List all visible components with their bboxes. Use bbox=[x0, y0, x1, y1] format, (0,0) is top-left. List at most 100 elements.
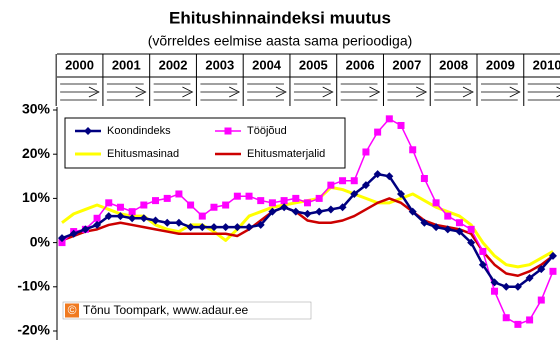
point bbox=[69, 229, 78, 238]
point bbox=[467, 238, 476, 247]
point bbox=[397, 121, 405, 129]
point bbox=[104, 212, 113, 221]
year-arrow-head bbox=[416, 86, 428, 98]
point bbox=[432, 223, 441, 232]
point bbox=[326, 205, 335, 214]
year-arrow-head bbox=[88, 86, 100, 98]
point bbox=[491, 287, 499, 295]
point bbox=[303, 199, 311, 207]
year-arrow-head bbox=[182, 86, 194, 98]
year-arrow-head bbox=[135, 86, 147, 98]
point bbox=[513, 282, 522, 291]
point bbox=[548, 251, 557, 260]
point bbox=[116, 212, 125, 221]
copyright-text: Tõnu Toompark, www.adaur.ee bbox=[83, 303, 249, 317]
point bbox=[93, 214, 101, 222]
point bbox=[233, 223, 242, 232]
point bbox=[420, 218, 429, 227]
year-arrow-head bbox=[322, 86, 334, 98]
point bbox=[362, 148, 370, 156]
point bbox=[140, 201, 148, 209]
series-line bbox=[61, 185, 554, 269]
point bbox=[444, 212, 452, 220]
year-label: 2010 bbox=[533, 57, 560, 72]
point bbox=[502, 282, 511, 291]
point bbox=[549, 267, 557, 275]
year-arrow-head bbox=[509, 86, 521, 98]
point bbox=[303, 209, 312, 218]
point bbox=[537, 265, 546, 274]
point bbox=[292, 194, 300, 202]
point bbox=[432, 199, 440, 207]
year-label: 2002 bbox=[159, 57, 188, 72]
year-arrow-head bbox=[462, 86, 474, 98]
point bbox=[198, 223, 207, 232]
y-tick-label: -10% bbox=[17, 278, 50, 294]
copyright-box bbox=[62, 301, 312, 320]
y-tick-label: 30% bbox=[22, 101, 51, 117]
point bbox=[350, 189, 359, 198]
point bbox=[198, 212, 206, 220]
point bbox=[174, 218, 183, 227]
point bbox=[361, 181, 370, 190]
point bbox=[280, 197, 288, 205]
point bbox=[222, 201, 230, 209]
legend-label: Ehitusmasinad bbox=[107, 148, 179, 160]
point bbox=[268, 207, 277, 216]
year-label: 2003 bbox=[205, 57, 234, 72]
point bbox=[409, 146, 417, 154]
point bbox=[93, 220, 102, 229]
copyright-icon bbox=[65, 303, 79, 318]
year-label: 2005 bbox=[299, 57, 328, 72]
point bbox=[443, 225, 452, 234]
point bbox=[467, 225, 475, 233]
chart-subtitle: (võrreldes eelmise aasta sama perioodiga… bbox=[148, 33, 413, 49]
legend-label: Tööjõud bbox=[247, 125, 287, 137]
point bbox=[490, 278, 499, 287]
point bbox=[385, 115, 393, 123]
point bbox=[187, 201, 195, 209]
point bbox=[58, 239, 66, 247]
y-tick-label: 20% bbox=[22, 145, 51, 161]
point bbox=[139, 214, 148, 223]
point bbox=[151, 216, 160, 225]
point bbox=[224, 127, 232, 135]
point bbox=[245, 223, 254, 232]
legend-label: Ehitusmaterjalid bbox=[247, 148, 325, 160]
point bbox=[374, 128, 382, 136]
point bbox=[537, 296, 545, 304]
y-tick-label: 10% bbox=[22, 189, 51, 205]
year-label: 2001 bbox=[112, 57, 141, 72]
point bbox=[210, 203, 218, 211]
year-label: 2007 bbox=[392, 57, 421, 72]
year-arrow-head bbox=[229, 86, 241, 98]
point bbox=[81, 225, 90, 234]
point bbox=[408, 207, 417, 216]
year-arrow-head bbox=[275, 86, 287, 98]
year-label: 2004 bbox=[252, 57, 282, 72]
point bbox=[478, 260, 487, 269]
point bbox=[280, 203, 289, 212]
year-label: 2008 bbox=[439, 57, 468, 72]
point bbox=[315, 207, 324, 216]
point bbox=[455, 219, 463, 227]
point bbox=[525, 273, 534, 282]
point bbox=[350, 177, 358, 185]
point bbox=[256, 220, 265, 229]
point bbox=[163, 218, 172, 227]
chart-title: Ehitushinnaindeksi muutus bbox=[169, 8, 391, 27]
point bbox=[209, 223, 218, 232]
point bbox=[163, 194, 171, 202]
point bbox=[315, 194, 323, 202]
point bbox=[291, 207, 300, 216]
y-tick-label: 0% bbox=[30, 233, 51, 249]
year-label: 2009 bbox=[486, 57, 515, 72]
point bbox=[128, 208, 136, 216]
year-label: 2000 bbox=[65, 57, 94, 72]
year-label: 2006 bbox=[346, 57, 375, 72]
copyright-symbol: © bbox=[68, 303, 77, 317]
point bbox=[373, 170, 382, 179]
point bbox=[397, 189, 406, 198]
point bbox=[479, 247, 487, 255]
